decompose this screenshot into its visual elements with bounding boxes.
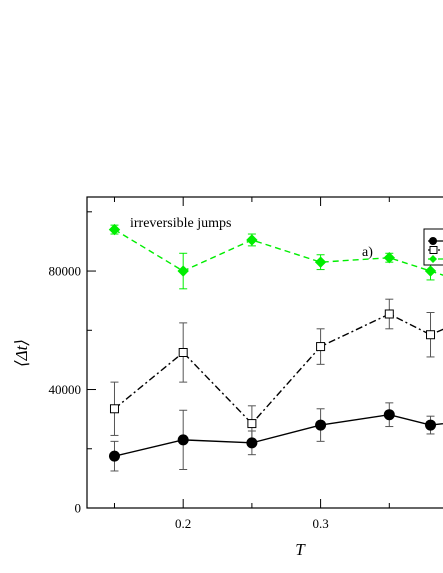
x-axis-label: T: [295, 540, 306, 559]
series-open-square: [109, 298, 443, 442]
annotation-panel-a: a): [362, 245, 373, 260]
series-line: [114, 413, 443, 457]
legend-marker: [429, 255, 437, 263]
y-tick-label: 40000: [49, 382, 82, 397]
data-point: [383, 409, 395, 421]
series-green-diamond: [108, 223, 443, 290]
series-layer: [108, 223, 443, 472]
plot-border: [86, 196, 443, 509]
data-point: [316, 342, 326, 352]
y-axis-ticks: 0 40000 80000: [49, 211, 96, 516]
series-line: [114, 228, 443, 276]
y-tick-label: 80000: [49, 264, 82, 279]
data-point: [424, 265, 437, 277]
data-point: [425, 419, 437, 431]
data-point: [426, 330, 436, 340]
data-point: [315, 419, 327, 431]
legend: [423, 228, 443, 266]
data-point: [178, 348, 188, 357]
data-point: [109, 404, 119, 414]
data-point: [177, 434, 189, 446]
y-axis-label: ⟨Δt⟩: [12, 339, 31, 367]
series-filled-circle: [108, 402, 443, 472]
data-point: [246, 234, 258, 246]
data-point: [384, 309, 394, 319]
legend-marker: [429, 237, 437, 245]
data-point: [177, 265, 189, 277]
annotation-irreversible-jumps: irreversible jumps: [130, 216, 231, 231]
data-point: [314, 256, 327, 268]
x-tick-label: 0.3: [312, 516, 328, 531]
legend-marker: [429, 246, 438, 254]
data-point: [108, 450, 120, 462]
y-tick-label: 0: [75, 501, 82, 516]
plot-frame: [86, 196, 443, 509]
x-axis-ticks: 0.20.30: [113, 197, 390, 531]
data-point: [383, 252, 396, 264]
data-point: [108, 223, 121, 236]
x-tick-label: 0.2: [175, 516, 191, 531]
data-point: [247, 419, 257, 429]
data-point: [246, 437, 258, 449]
series-line: [114, 313, 443, 425]
